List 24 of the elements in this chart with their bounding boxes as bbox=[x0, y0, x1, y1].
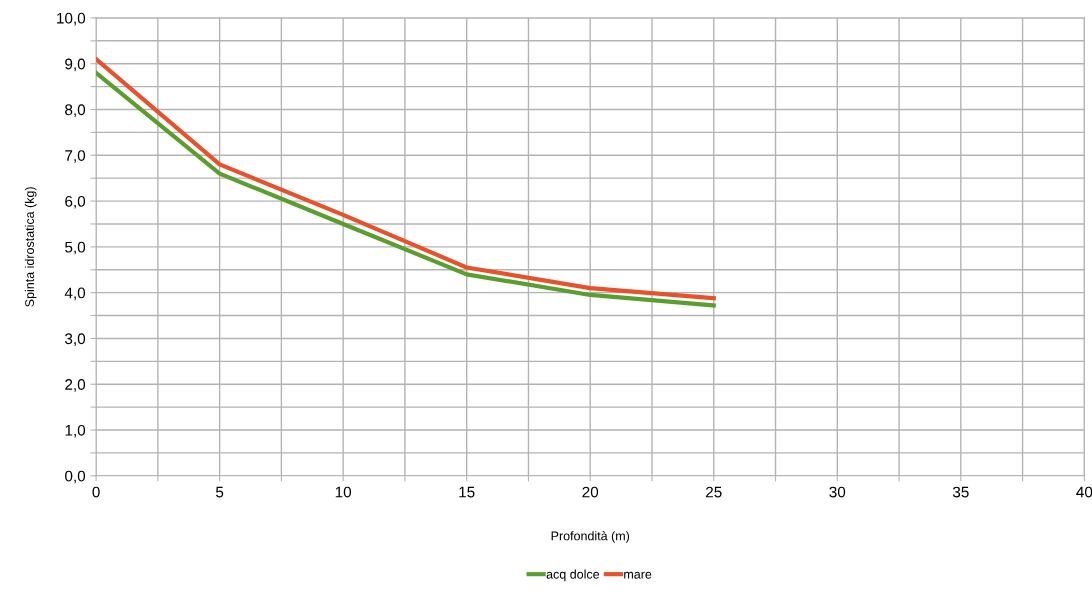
x-tick-label: 35 bbox=[952, 486, 969, 498]
x-tick-label: 10 bbox=[335, 486, 352, 498]
legend-label: acq dolce bbox=[546, 569, 600, 582]
y-tick-label: 3,0 bbox=[65, 333, 86, 346]
y-tick-label: 9,0 bbox=[65, 58, 86, 72]
y-tick-label: 6,0 bbox=[65, 195, 86, 209]
x-axis-title: Profondità (m) bbox=[551, 531, 630, 543]
x-tick-label: 25 bbox=[706, 486, 722, 498]
y-tick-label: 10,0 bbox=[57, 12, 86, 26]
y-axis-title: Spinta idrostatica (kg) bbox=[24, 187, 37, 307]
x-tick-label: 40 bbox=[1076, 486, 1092, 498]
x-tick-label: 20 bbox=[582, 486, 599, 498]
y-tick-label: 7,0 bbox=[65, 150, 86, 163]
x-tick-label: 0 bbox=[92, 486, 100, 498]
y-tick-label: 5,0 bbox=[65, 241, 86, 255]
y-tick-label: 4,0 bbox=[64, 287, 86, 301]
x-tick-label: 15 bbox=[459, 486, 475, 498]
legend-label: mare bbox=[624, 571, 652, 579]
y-tick-label: 1,0 bbox=[65, 424, 86, 438]
x-tick-label: 5 bbox=[215, 486, 224, 498]
y-tick-label: 8,0 bbox=[65, 104, 86, 117]
y-tick-label: 2,0 bbox=[65, 379, 86, 392]
x-tick-label: 30 bbox=[829, 486, 846, 498]
y-tick-label: 0,0 bbox=[65, 470, 86, 484]
